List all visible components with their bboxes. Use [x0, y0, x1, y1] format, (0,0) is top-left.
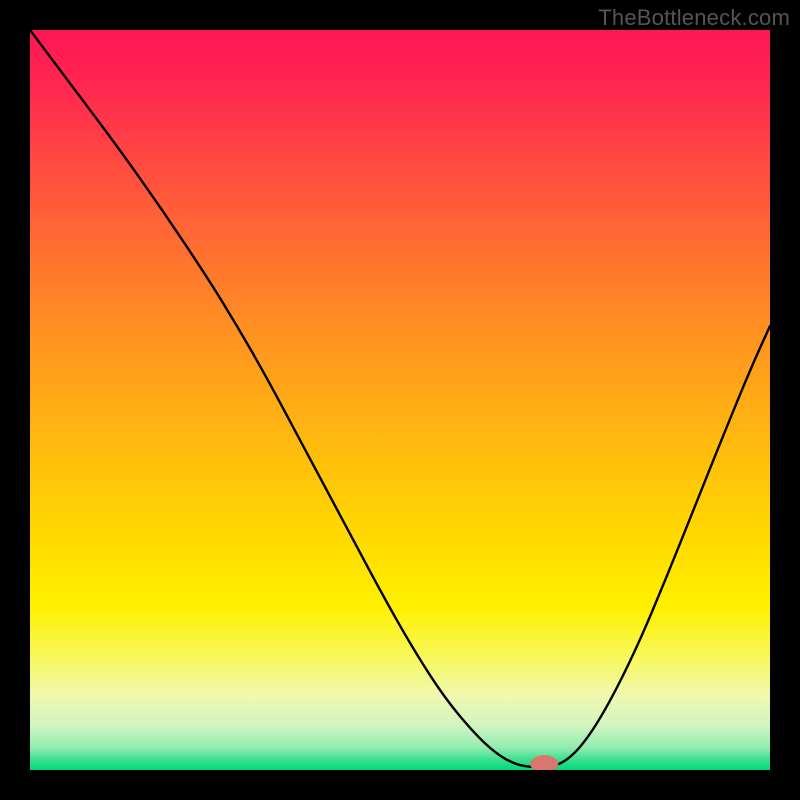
chart-svg — [30, 30, 770, 770]
watermark-text: TheBottleneck.com — [598, 5, 790, 31]
chart-background — [30, 30, 770, 770]
bottleneck-chart — [30, 30, 770, 770]
